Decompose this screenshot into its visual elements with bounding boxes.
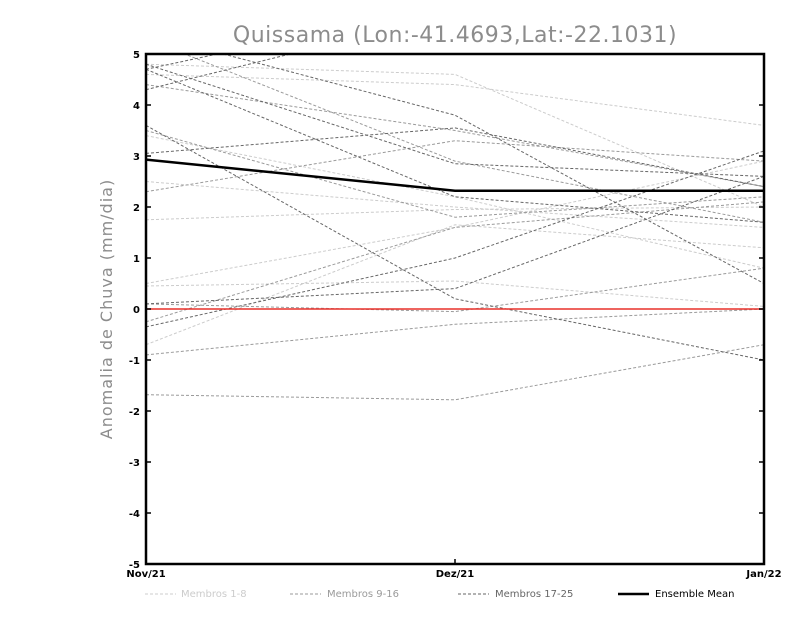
member-line-g3-8 [221, 54, 764, 284]
member-line-g3-5 [146, 150, 764, 328]
member-line-g1-1 [146, 63, 764, 208]
y-tick-label: 5 [133, 50, 140, 61]
member-line-g1-8 [146, 135, 764, 269]
y-tick-label: 0 [133, 305, 140, 316]
legend-label-members-17-25: Membros 17-25 [495, 589, 573, 600]
member-line-g2-3 [146, 130, 764, 218]
member-line-g2-1 [183, 54, 764, 223]
series-layer [146, 54, 764, 401]
member-line-g3-1 [146, 54, 293, 91]
legend-label-ensemble-mean: Ensemble Mean [655, 589, 734, 600]
x-tick-label: Dez/21 [436, 569, 475, 580]
y-tick-label: -4 [129, 509, 140, 520]
member-line-g3-3 [146, 68, 764, 223]
member-line-g1-7 [146, 280, 764, 307]
member-line-g1-6 [146, 224, 764, 346]
member-line-g1-5 [146, 160, 764, 284]
y-tick-label: -2 [129, 407, 140, 418]
y-tick-label: -3 [129, 458, 140, 469]
member-line-g3-7 [146, 63, 764, 177]
member-line-g2-6 [146, 308, 764, 356]
legend: Membros 1-8 Membros 9-16 Membros 17-25 E… [145, 589, 734, 600]
member-line-g1-3 [146, 181, 764, 228]
y-axis-label: Anomalia de Chuva (mm/dia) [97, 179, 116, 439]
chart-title: Quissama (Lon:-41.4693,Lat:-22.1031) [233, 23, 677, 48]
member-line-g1-2 [146, 73, 764, 126]
y-tick-label: -5 [129, 560, 140, 571]
x-tick-label: Jan/22 [745, 569, 781, 580]
legend-item-members-17-25: Membros 17-25 [458, 589, 573, 600]
member-line-g2-7 [146, 344, 764, 401]
legend-item-ensemble-mean: Ensemble Mean [618, 589, 734, 600]
member-line-g3-2 [146, 127, 764, 188]
legend-item-members-1-8: Membros 1-8 [145, 589, 247, 600]
ensemble-mean-line [146, 158, 764, 192]
y-tick-label: 4 [133, 101, 140, 112]
y-tick-label: 3 [133, 152, 140, 163]
member-line-g2-4 [146, 140, 764, 193]
member-line-g2-5 [146, 201, 764, 323]
legend-label-members-9-16: Membros 9-16 [327, 589, 399, 600]
y-tick-label: -1 [129, 356, 140, 367]
member-line-g2-8 [146, 267, 764, 313]
legend-label-members-1-8: Membros 1-8 [181, 589, 247, 600]
legend-item-members-9-16: Membros 9-16 [290, 589, 399, 600]
member-line-g1-4 [146, 206, 764, 221]
y-tick-label: 2 [133, 203, 140, 214]
member-line-g2-2 [146, 84, 764, 188]
x-tick-label: Nov/21 [126, 569, 165, 580]
x-axis-ticks: Nov/21 Dez/21 Jan/22 [126, 559, 782, 580]
y-axis-ticks: -5 -4 -3 -2 -1 0 1 2 3 4 5 [129, 50, 764, 571]
y-tick-label: 1 [133, 254, 140, 265]
